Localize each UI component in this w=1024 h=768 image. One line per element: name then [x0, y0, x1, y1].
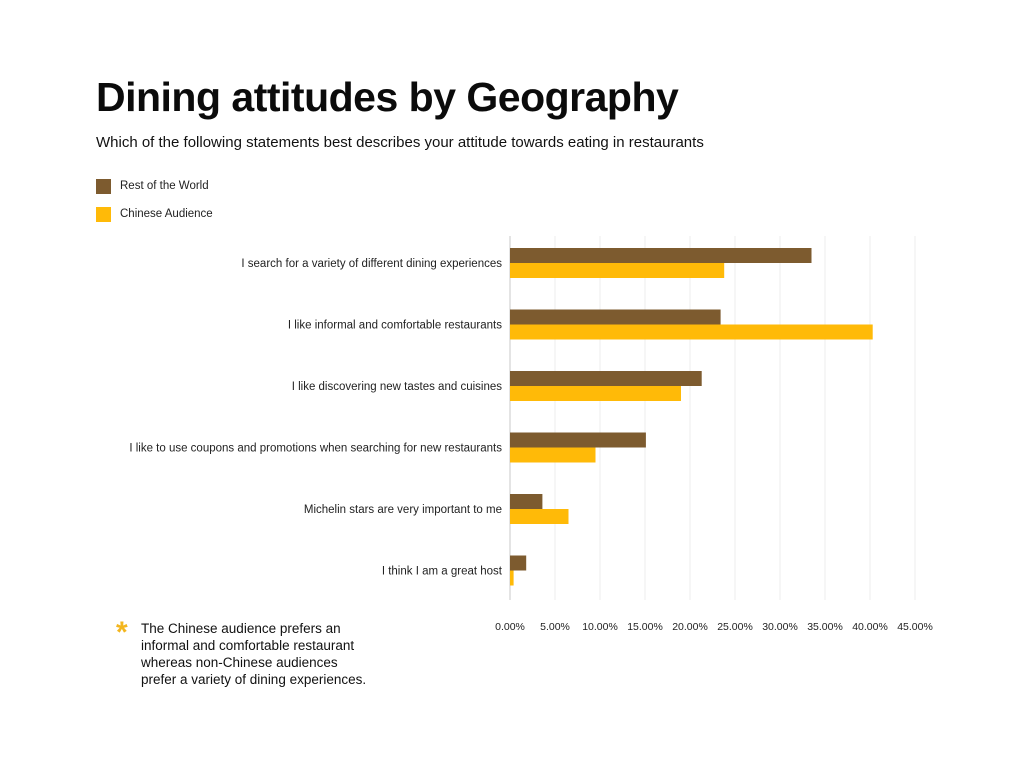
footnote: * The Chinese audience prefers an inform… [116, 616, 373, 688]
asterisk-icon: * [116, 616, 128, 649]
legend-swatch-chinese-audience [96, 206, 111, 222]
x-tick-label: 0.00% [495, 621, 525, 633]
bar-chinese-audience [510, 324, 873, 340]
x-tick-label: 25.00% [717, 621, 753, 633]
chart-title: Dining attitudes by Geography [96, 74, 679, 120]
category-label: I like to use coupons and promotions whe… [129, 443, 502, 455]
x-tick-label: 15.00% [627, 621, 663, 633]
legend-label-rest-of-world: Rest of the World [120, 180, 209, 192]
bar-rest-of-world [510, 371, 702, 386]
bar-rest-of-world [510, 432, 646, 448]
chart-subtitle: Which of the following statements best d… [96, 134, 704, 151]
legend-swatch-rest-of-world [96, 178, 111, 194]
x-tick-label: 10.00% [582, 621, 618, 633]
bar-rest-of-world [510, 309, 721, 325]
legend-label-chinese-audience: Chinese Audience [120, 208, 213, 220]
x-tick-label: 30.00% [762, 621, 798, 633]
x-tick-label: 20.00% [672, 621, 708, 633]
x-tick-label: 45.00% [897, 621, 933, 633]
footnote-text: The Chinese audience prefers an informal… [141, 621, 367, 687]
bar-rest-of-world [510, 555, 527, 571]
category-label: I search for a variety of different dini… [241, 258, 502, 270]
bar-chinese-audience [510, 570, 514, 586]
bar-chinese-audience [510, 263, 725, 278]
x-tick-label: 40.00% [852, 621, 888, 633]
category-label: Michelin stars are very important to me [304, 504, 502, 516]
category-label: I like informal and comfortable restaura… [288, 320, 502, 332]
bar-chinese-audience [510, 447, 596, 463]
bar-rest-of-world [510, 494, 543, 509]
bar-rest-of-world [510, 248, 812, 263]
x-tick-label: 35.00% [807, 621, 843, 633]
category-label: I like discovering new tastes and cuisin… [292, 381, 503, 393]
bar-chinese-audience [510, 509, 569, 524]
x-tick-label: 5.00% [540, 621, 570, 633]
legend-item-rest-of-world: Rest of the World [96, 178, 213, 194]
bar-chinese-audience [510, 386, 681, 401]
legend: Rest of the World Chinese Audience [96, 178, 213, 234]
category-label: I think I am a great host [382, 566, 503, 578]
legend-item-chinese-audience: Chinese Audience [96, 206, 213, 222]
